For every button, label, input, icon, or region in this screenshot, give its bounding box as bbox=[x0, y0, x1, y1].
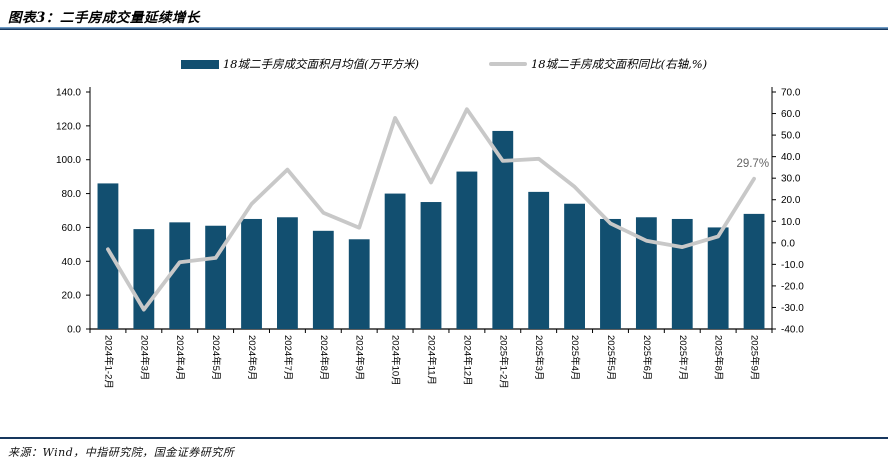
x-axis-category-label: 2024年6月 bbox=[246, 335, 258, 380]
bar bbox=[492, 130, 514, 329]
last-point-value-label: 29.7% bbox=[736, 158, 769, 170]
right-axis-tick-label: 30.0 bbox=[781, 174, 801, 185]
left-axis-tick-label: 140.0 bbox=[56, 88, 81, 99]
x-axis-category-label: 2024年7月 bbox=[282, 335, 294, 380]
x-axis-category-label: 2024年1-2月 bbox=[102, 335, 114, 389]
left-axis-tick-label: 120.0 bbox=[56, 121, 81, 132]
bar bbox=[277, 217, 298, 329]
x-axis-category-label: 2024年4月 bbox=[174, 335, 186, 380]
right-axis-tick-label: -30.0 bbox=[781, 303, 804, 314]
x-axis-category-label: 2025年9月 bbox=[749, 335, 761, 380]
left-axis-tick-label: 100.0 bbox=[56, 155, 81, 166]
right-axis-tick-label: -20.0 bbox=[781, 281, 804, 292]
figure-title: 图表3：二手房成交量延续增长 bbox=[8, 10, 200, 26]
x-axis-category-label: 2025年7月 bbox=[677, 335, 689, 380]
bar bbox=[600, 218, 621, 329]
bar-series-swatch bbox=[180, 59, 219, 69]
x-axis-category-label: 2024年11月 bbox=[426, 335, 438, 385]
source-note: 来源：Wind，中指研究院，国金证券研究所 bbox=[8, 446, 235, 459]
right-axis-tick-label: -10.0 bbox=[781, 260, 804, 271]
footer-divider bbox=[0, 437, 888, 439]
x-axis-category-label: 2024年5月 bbox=[210, 335, 222, 380]
left-axis-tick-label: 40.0 bbox=[62, 257, 82, 268]
left-axis-tick-label: 0.0 bbox=[67, 325, 81, 336]
bar bbox=[169, 222, 191, 329]
bar bbox=[384, 193, 406, 329]
bar bbox=[635, 217, 657, 329]
right-axis-tick-label: 50.0 bbox=[781, 131, 801, 142]
x-axis-category-label: 2025年5月 bbox=[605, 335, 617, 380]
x-axis-category-label: 2024年10月 bbox=[390, 335, 402, 386]
x-axis-category-label: 2024年12月 bbox=[461, 335, 473, 386]
title-divider bbox=[0, 27, 888, 30]
right-axis-tick-label: 70.0 bbox=[781, 88, 801, 99]
chart-legend: 18城二手房成交面积月均值(万平方米) 18城二手房成交面积同比(右轴,%) bbox=[0, 54, 888, 74]
right-axis-tick-label: 10.0 bbox=[781, 217, 801, 228]
right-axis-tick-label: 20.0 bbox=[781, 195, 801, 206]
x-axis-category-label: 2024年9月 bbox=[354, 335, 366, 380]
left-axis-tick-label: 20.0 bbox=[62, 291, 82, 302]
x-axis-category-label: 2025年8月 bbox=[713, 335, 725, 380]
bar bbox=[205, 225, 227, 329]
left-axis-tick-label: 80.0 bbox=[62, 189, 82, 200]
legend-label: 18城二手房成交面积同比(右轴,%) bbox=[530, 57, 708, 71]
right-axis-tick-label: 0.0 bbox=[781, 238, 795, 249]
bar bbox=[671, 218, 693, 329]
x-axis-category-label: 2025年3月 bbox=[533, 335, 545, 380]
line-series-swatch bbox=[488, 62, 527, 66]
right-axis-tick-label: -40.0 bbox=[781, 325, 804, 336]
legend-item-line-series: 18城二手房成交面积同比(右轴,%) bbox=[488, 56, 708, 72]
bar bbox=[97, 183, 119, 329]
yoy-line bbox=[106, 107, 756, 312]
bar bbox=[707, 227, 729, 329]
bar bbox=[348, 239, 370, 329]
bar bbox=[241, 218, 262, 329]
x-axis-category-label: 2025年4月 bbox=[569, 335, 581, 380]
bar bbox=[743, 213, 765, 329]
bar bbox=[133, 229, 155, 329]
bar bbox=[312, 230, 334, 329]
x-axis-category-label: 2025年1-2月 bbox=[497, 335, 509, 389]
legend-item-bar-series: 18城二手房成交面积月均值(万平方米) bbox=[180, 56, 419, 72]
left-axis-tick-label: 60.0 bbox=[62, 223, 82, 234]
bar bbox=[420, 202, 442, 329]
legend-label: 18城二手房成交面积月均值(万平方米) bbox=[222, 57, 419, 71]
right-axis-tick-label: 60.0 bbox=[781, 109, 801, 120]
x-axis-category-label: 2025年6月 bbox=[641, 335, 653, 380]
bar bbox=[528, 191, 550, 329]
right-axis-tick-label: 40.0 bbox=[781, 152, 801, 163]
bar bbox=[456, 171, 478, 329]
x-axis-category-label: 2024年3月 bbox=[138, 335, 150, 380]
bar bbox=[564, 203, 585, 329]
x-axis-category-label: 2024年8月 bbox=[318, 335, 330, 380]
